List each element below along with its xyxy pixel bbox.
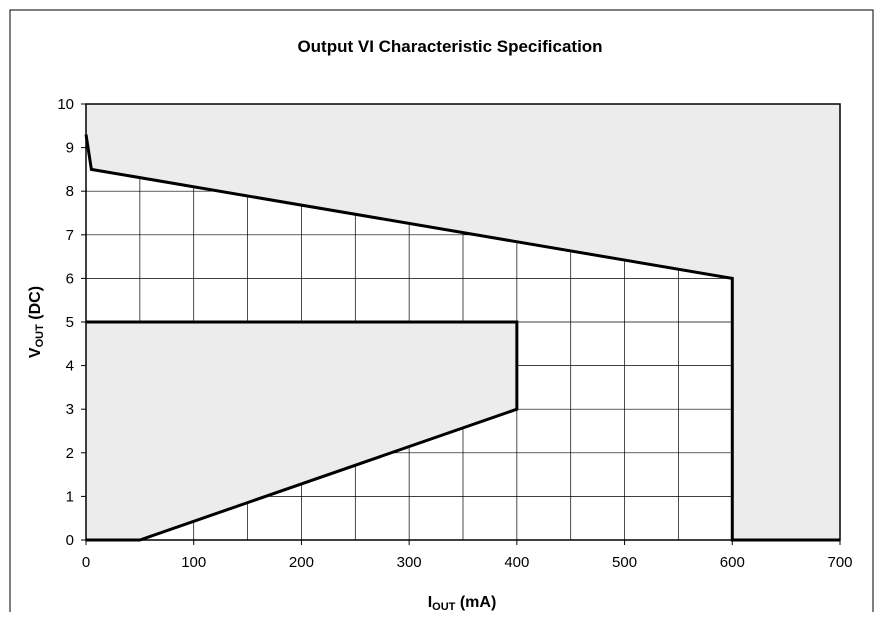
x-tick-label: 100 — [181, 554, 206, 571]
x-tick-label: 600 — [720, 554, 745, 571]
y-axis-ticks: 0 1 2 3 4 5 6 7 8 9 10 — [57, 96, 86, 549]
chart-title: Output VI Characteristic Specification — [297, 37, 602, 56]
y-tick-label: 1 — [66, 488, 74, 505]
y-axis-suffix: (DC) — [27, 286, 44, 324]
x-axis-suffix: (mA) — [455, 594, 496, 611]
y-axis-subscript: OUT — [34, 324, 46, 348]
x-tick-label: 300 — [397, 554, 422, 571]
y-tick-label: 9 — [66, 140, 74, 157]
y-tick-label: 7 — [66, 227, 74, 244]
x-tick-label: 400 — [504, 554, 529, 571]
y-tick-label: 6 — [66, 270, 74, 287]
x-tick-label: 200 — [289, 554, 314, 571]
y-tick-label: 0 — [66, 532, 74, 549]
x-axis-main: I — [428, 594, 432, 611]
y-tick-label: 2 — [66, 445, 74, 462]
x-tick-label: 500 — [612, 554, 637, 571]
upper-forbidden-region — [86, 104, 840, 540]
y-axis-main: V — [27, 347, 44, 358]
grid — [86, 104, 840, 540]
y-tick-label: 5 — [66, 314, 74, 331]
x-axis-ticks: 0 100 200 300 400 500 600 700 — [82, 540, 853, 571]
y-tick-label: 4 — [66, 358, 74, 375]
y-tick-label: 10 — [57, 96, 74, 113]
y-tick-label: 3 — [66, 401, 74, 418]
x-tick-label: 0 — [82, 554, 90, 571]
lower-forbidden-region — [86, 322, 517, 540]
y-tick-label: 8 — [66, 183, 74, 200]
x-axis-title: IOUT (mA) — [428, 594, 497, 613]
x-tick-label: 700 — [827, 554, 852, 571]
figure-border — [9, 9, 874, 612]
x-axis-subscript: OUT — [432, 601, 456, 613]
y-axis-title: VOUT (DC) — [27, 286, 46, 358]
